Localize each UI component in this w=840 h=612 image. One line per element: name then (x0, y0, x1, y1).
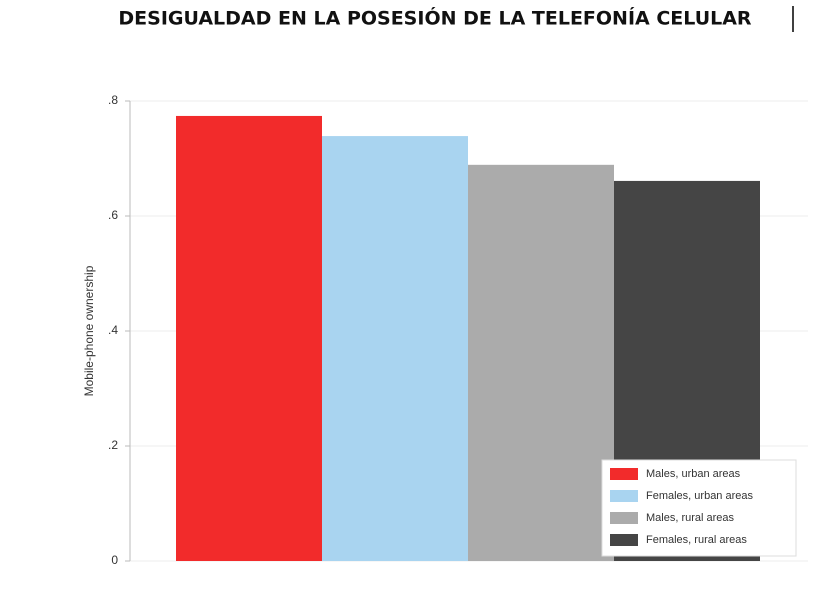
legend-swatch (610, 490, 638, 502)
legend-label: Males, urban areas (646, 468, 741, 480)
legend-swatch (610, 534, 638, 546)
legend-label: Females, urban areas (646, 490, 753, 502)
legend-swatch (610, 512, 638, 524)
legend-label: Females, rural areas (646, 534, 747, 546)
legend-swatch (610, 468, 638, 480)
y-tick-label: .6 (108, 208, 118, 222)
chart-title: DESIGUALDAD EN LA POSESIÓN DE LA TELEFON… (118, 6, 752, 30)
y-axis-label: Mobile-phone ownership (82, 265, 96, 396)
bar (468, 164, 614, 561)
y-tick-label: .8 (108, 93, 118, 107)
legend-label: Males, rural areas (646, 512, 735, 524)
y-tick-label: .2 (108, 438, 118, 452)
y-tick-label: 0 (111, 553, 118, 567)
bar (322, 136, 468, 561)
y-tick-label: .4 (108, 323, 118, 337)
bar (176, 115, 322, 561)
